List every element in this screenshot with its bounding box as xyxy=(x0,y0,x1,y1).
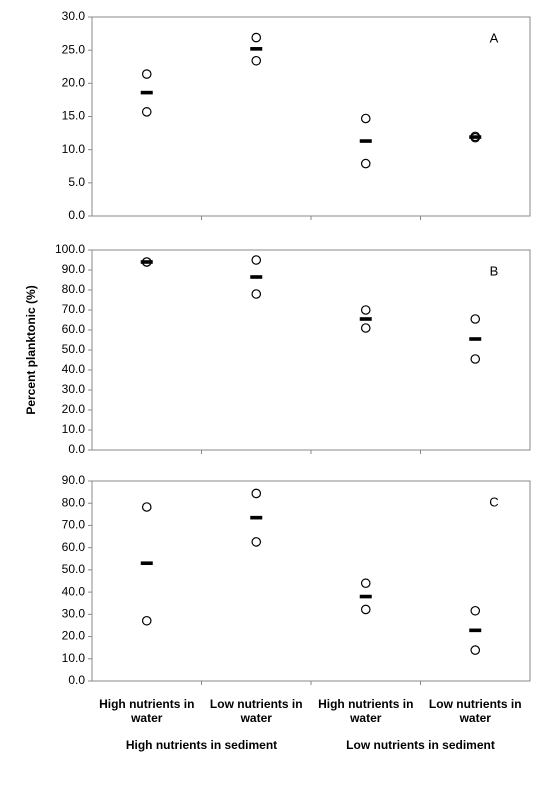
y-tick-label: 60.0 xyxy=(62,322,86,336)
x-tick-label: Low nutrients in water xyxy=(428,697,522,725)
panel-label: A xyxy=(490,30,499,45)
mean-bar xyxy=(250,47,263,51)
replicate-point xyxy=(251,289,262,299)
replicate-point xyxy=(360,323,371,333)
replicate-point xyxy=(251,255,262,265)
y-tick-label: 90.0 xyxy=(62,473,86,487)
replicate-point xyxy=(141,502,152,512)
y-tick-label: 20.0 xyxy=(62,402,86,416)
mean-bar xyxy=(469,135,482,139)
mean-bar xyxy=(469,337,482,341)
y-tick-label: 40.0 xyxy=(62,362,86,376)
y-tick-label: 0.0 xyxy=(68,208,85,222)
mean-bar xyxy=(359,139,372,143)
mean-bar xyxy=(140,90,153,95)
panel-label: C xyxy=(489,494,498,509)
replicate-point xyxy=(251,488,262,499)
x-tick-label: High nutrients in water xyxy=(99,697,195,725)
y-tick-label: 50.0 xyxy=(62,562,86,576)
replicate-point xyxy=(360,578,371,589)
y-tick-label: 90.0 xyxy=(62,262,86,276)
mean-bar xyxy=(359,594,372,599)
y-tick-label: 10.0 xyxy=(62,142,86,156)
y-tick-label: 30.0 xyxy=(62,382,86,396)
group-label: Low nutrients in sediment xyxy=(346,738,495,752)
y-tick-label: 20.0 xyxy=(62,76,86,90)
replicate-point xyxy=(141,615,152,626)
y-tick-label: 15.0 xyxy=(62,109,86,123)
y-tick-label: 80.0 xyxy=(62,282,86,296)
plot-frame xyxy=(91,16,531,217)
y-tick-label: 60.0 xyxy=(62,540,86,554)
y-tick-label: 40.0 xyxy=(62,584,86,598)
panel-label: B xyxy=(490,263,499,278)
mean-bar xyxy=(250,275,263,279)
x-tick-label: Low nutrients in water xyxy=(209,697,303,725)
plot-frame xyxy=(91,249,531,451)
y-tick-label: 100.0 xyxy=(55,242,85,256)
replicate-point xyxy=(360,305,371,315)
y-tick-label: 20.0 xyxy=(62,629,86,643)
y-tick-label: 0.0 xyxy=(68,442,85,456)
replicate-point xyxy=(470,645,481,655)
group-label: High nutrients in sediment xyxy=(125,738,278,752)
mean-bar xyxy=(140,561,153,566)
y-tick-label: 0.0 xyxy=(68,673,85,687)
y-tick-label: 25.0 xyxy=(62,42,86,56)
replicate-point xyxy=(251,537,262,547)
y-tick-label: 30.0 xyxy=(62,9,86,23)
y-tick-label: 70.0 xyxy=(62,302,86,316)
y-tick-label: 10.0 xyxy=(62,651,86,665)
replicate-point xyxy=(251,55,262,66)
replicate-point xyxy=(360,158,371,169)
replicate-point xyxy=(360,604,371,615)
mean-bar xyxy=(469,628,482,633)
mean-bar xyxy=(140,260,153,264)
y-tick-label: 80.0 xyxy=(62,495,86,509)
replicate-point xyxy=(470,605,481,616)
y-axis-label: Percent planktonic (%) xyxy=(24,285,38,414)
replicate-point xyxy=(470,314,481,324)
y-tick-label: 10.0 xyxy=(62,422,86,436)
replicate-point xyxy=(141,107,152,117)
mean-bar xyxy=(359,317,372,321)
x-tick-label: High nutrients in water xyxy=(318,697,414,725)
y-tick-label: 50.0 xyxy=(62,342,86,356)
y-tick-label: 5.0 xyxy=(68,175,85,189)
mean-bar xyxy=(250,515,263,520)
replicate-point xyxy=(360,113,371,124)
y-tick-label: 30.0 xyxy=(62,607,86,621)
plot-frame xyxy=(91,480,531,682)
replicate-point xyxy=(470,354,481,364)
replicate-point xyxy=(141,69,152,79)
y-tick-label: 70.0 xyxy=(62,518,86,532)
replicate-point xyxy=(251,32,262,43)
